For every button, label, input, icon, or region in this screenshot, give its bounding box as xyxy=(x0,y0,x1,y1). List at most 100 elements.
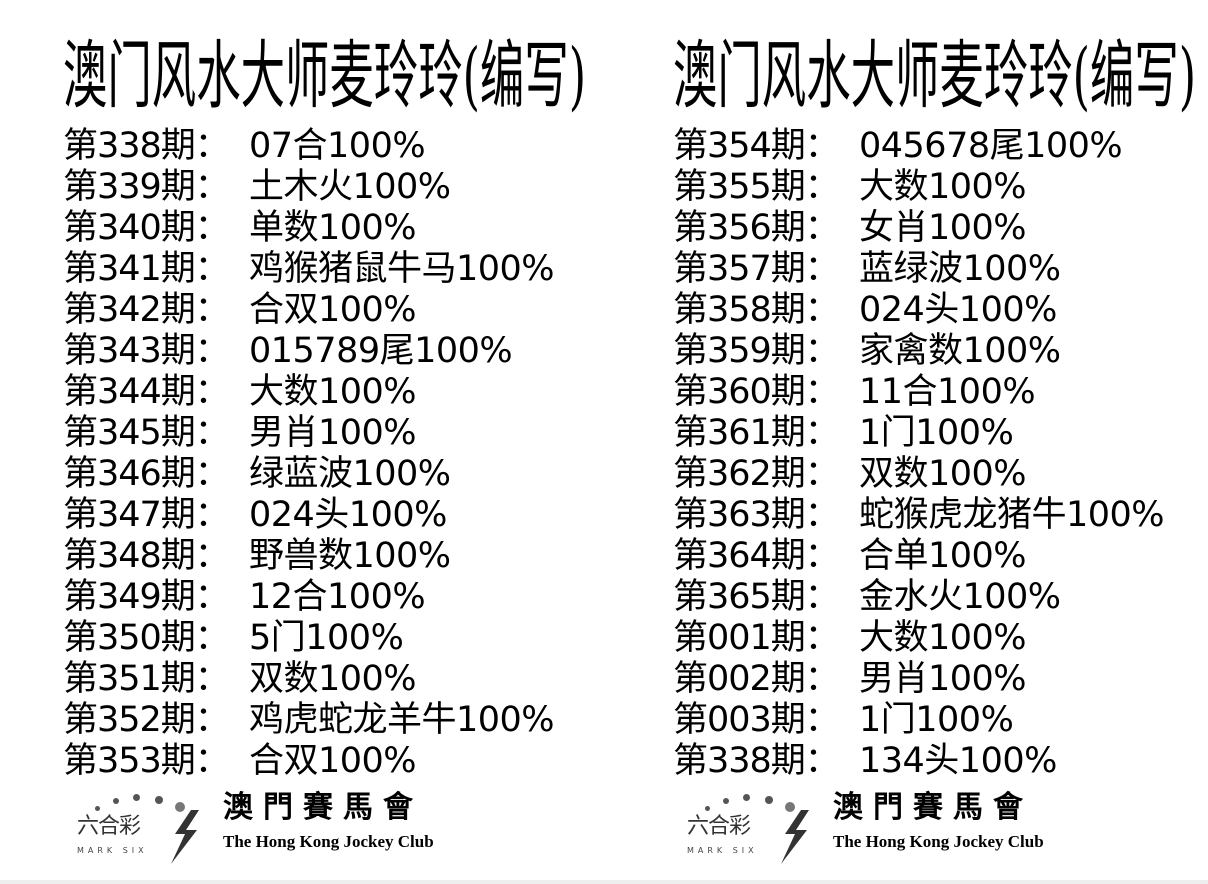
prediction-list: 第354期： 045678尾100% 第355期： 大数100% 第356期： 女肖100… xyxy=(673,126,1165,782)
issue-label: 第360期： xyxy=(673,372,840,412)
prediction-value: 金水火100% xyxy=(859,577,1061,617)
prediction-row: 第359期： 家禽数100% xyxy=(673,331,1164,372)
prediction-row: 第343期： 015789尾100% xyxy=(63,331,554,372)
prediction-row: 第342期： 合双100% xyxy=(63,290,554,331)
issue-label: 第347期： xyxy=(63,495,230,535)
prediction-value: 单数100% xyxy=(249,208,417,248)
prediction-row: 第002期： 男肖100% xyxy=(673,659,1164,700)
prediction-value: 蛇猴虎龙猪牛100% xyxy=(859,495,1165,535)
prediction-value: 015789尾100% xyxy=(249,331,513,371)
issue-label: 第001期： xyxy=(673,618,840,658)
prediction-value: 双数100% xyxy=(859,454,1027,494)
issue-label: 第359期： xyxy=(673,331,840,371)
hkjc-logo: 六合彩 MARK SIX 澳門賽馬會 The Hong Kong Jockey … xyxy=(683,790,1123,866)
prediction-row: 第357期： 蓝绿波100% xyxy=(673,249,1164,290)
prediction-value: 鸡虎蛇龙羊牛100% xyxy=(249,700,555,740)
issue-label: 第349期： xyxy=(63,577,230,617)
issue-label: 第365期： xyxy=(673,577,840,617)
club-name-cn: 澳門賽馬會 xyxy=(223,790,423,825)
prediction-row: 第339期： 土木火100% xyxy=(63,167,554,208)
issue-label: 第003期： xyxy=(673,700,840,740)
prediction-row: 第358期： 024头100% xyxy=(673,290,1164,331)
prediction-row: 第346期： 绿蓝波100% xyxy=(63,454,554,495)
issue-label: 第338期： xyxy=(63,126,230,166)
prediction-row: 第353期： 合双100% xyxy=(63,741,554,782)
prediction-value: 女肖100% xyxy=(859,208,1027,248)
right-column: 澳门风水大师麦玲玲(编写) 第354期： 045678尾100% 第355期： 大数10… xyxy=(673,0,1208,884)
issue-label: 第362期： xyxy=(673,454,840,494)
issue-label: 第364期： xyxy=(673,536,840,576)
prediction-value: 大数100% xyxy=(249,372,417,412)
prediction-list: 第338期： 07合100% 第339期： 土木火100% 第340期： 单数100% 第3… xyxy=(63,126,555,782)
prediction-row: 第347期： 024头100% xyxy=(63,495,554,536)
prediction-value: 大数100% xyxy=(859,618,1027,658)
prediction-row: 第349期： 12合100% xyxy=(63,577,554,618)
prediction-row: 第360期： 11合100% xyxy=(673,372,1164,413)
mark-six-en: MARK SIX xyxy=(687,846,758,855)
prediction-value: 合双100% xyxy=(249,741,417,781)
prediction-row: 第348期： 野兽数100% xyxy=(63,536,554,577)
prediction-row: 第356期： 女肖100% xyxy=(673,208,1164,249)
issue-label: 第357期： xyxy=(673,249,840,289)
mark-six-logo: 六合彩 MARK SIX xyxy=(683,794,823,864)
prediction-row: 第352期： 鸡虎蛇龙羊牛100% xyxy=(63,700,555,741)
hkjc-logo: 六合彩 MARK SIX 澳門賽馬會 The Hong Kong Jockey … xyxy=(73,790,513,866)
prediction-value: 134头100% xyxy=(859,741,1057,781)
issue-label: 第343期： xyxy=(63,331,230,371)
prediction-row: 第354期： 045678尾100% xyxy=(673,126,1164,167)
mark-six-cn: 六合彩 xyxy=(687,814,751,839)
prediction-value: 07合100% xyxy=(249,126,426,166)
prediction-value: 合双100% xyxy=(249,290,417,330)
issue-label: 第354期： xyxy=(673,126,840,166)
prediction-value: 绿蓝波100% xyxy=(249,454,451,494)
prediction-row: 第344期： 大数100% xyxy=(63,372,554,413)
issue-label: 第358期： xyxy=(673,290,840,330)
club-name-en: The Hong Kong Jockey Club xyxy=(223,832,434,851)
prediction-value: 大数100% xyxy=(859,167,1027,207)
prediction-row: 第338期： 07合100% xyxy=(63,126,554,167)
prediction-row: 第340期： 单数100% xyxy=(63,208,554,249)
issue-label: 第341期： xyxy=(63,249,230,289)
prediction-row: 第363期： 蛇猴虎龙猪牛100% xyxy=(673,495,1165,536)
prediction-value: 024头100% xyxy=(249,495,447,535)
prediction-value: 合单100% xyxy=(859,536,1027,576)
prediction-value: 045678尾100% xyxy=(859,126,1123,166)
issue-label: 第002期： xyxy=(673,659,840,699)
prediction-value: 024头100% xyxy=(859,290,1057,330)
issue-label: 第339期： xyxy=(63,167,230,207)
prediction-row: 第338期： 134头100% xyxy=(673,741,1164,782)
club-name-en: The Hong Kong Jockey Club xyxy=(833,832,1044,851)
issue-label: 第344期： xyxy=(63,372,230,412)
prediction-value: 12合100% xyxy=(249,577,426,617)
mark-six-en: MARK SIX xyxy=(77,846,148,855)
prediction-value: 1门100% xyxy=(859,700,1014,740)
prediction-row: 第350期： 5门100% xyxy=(63,618,554,659)
prediction-row: 第351期： 双数100% xyxy=(63,659,554,700)
prediction-value: 5门100% xyxy=(249,618,404,658)
prediction-value: 1门100% xyxy=(859,413,1014,453)
issue-label: 第353期： xyxy=(63,741,230,781)
prediction-value: 男肖100% xyxy=(249,413,417,453)
issue-label: 第356期： xyxy=(673,208,840,248)
mark-six-cn: 六合彩 xyxy=(77,814,141,839)
issue-label: 第348期： xyxy=(63,536,230,576)
issue-label: 第352期： xyxy=(63,700,230,740)
prediction-value: 鸡猴猪鼠牛马100% xyxy=(249,249,555,289)
mark-six-logo: 六合彩 MARK SIX xyxy=(73,794,213,864)
prediction-value: 男肖100% xyxy=(859,659,1027,699)
prediction-value: 双数100% xyxy=(249,659,417,699)
issue-label: 第351期： xyxy=(63,659,230,699)
bottom-divider xyxy=(0,880,1208,884)
issue-label: 第340期： xyxy=(63,208,230,248)
issue-label: 第345期： xyxy=(63,413,230,453)
prediction-row: 第361期： 1门100% xyxy=(673,413,1164,454)
column-title: 澳门风水大师麦玲玲(编写) xyxy=(63,33,587,119)
issue-label: 第338期： xyxy=(673,741,840,781)
prediction-row: 第003期： 1门100% xyxy=(673,700,1164,741)
column-title: 澳门风水大师麦玲玲(编写) xyxy=(673,33,1197,119)
left-column: 澳门风水大师麦玲玲(编写) 第338期： 07合100% 第339期： 土木火100% 第… xyxy=(63,0,663,884)
issue-label: 第346期： xyxy=(63,454,230,494)
prediction-row: 第364期： 合单100% xyxy=(673,536,1164,577)
prediction-value: 土木火100% xyxy=(249,167,451,207)
prediction-row: 第362期： 双数100% xyxy=(673,454,1164,495)
